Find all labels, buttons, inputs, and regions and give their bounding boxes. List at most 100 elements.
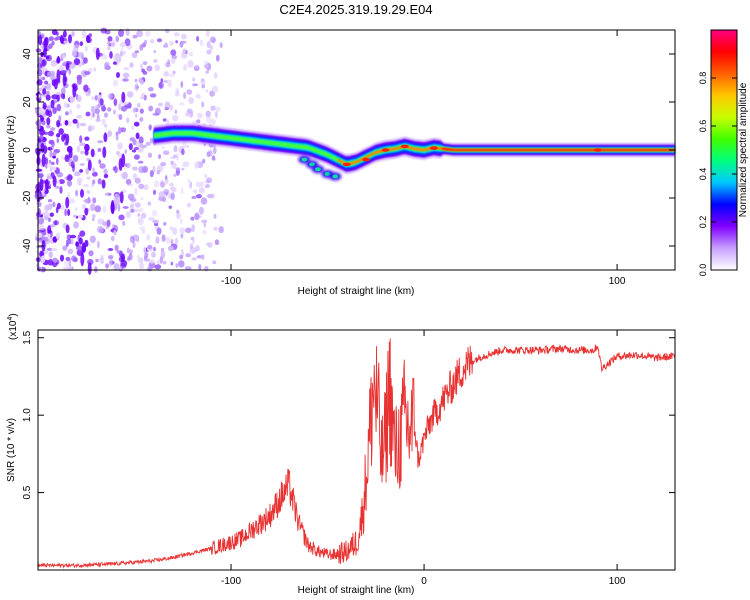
svg-text:(x104): (x104): [7, 313, 19, 340]
speckle-mark: [147, 201, 152, 206]
speckle-mark: [36, 141, 41, 149]
speckle-mark: [113, 229, 117, 236]
speckle-mark: [152, 189, 157, 195]
speckle-mark: [132, 173, 137, 180]
speckle-mark: [199, 39, 204, 47]
speckle-mark: [187, 108, 193, 114]
speckle-mark: [156, 38, 163, 43]
speckle-mark: [41, 69, 45, 75]
speckle-mark: [173, 145, 178, 153]
speckle-mark: [170, 192, 175, 201]
speckle-mark: [149, 170, 154, 178]
speckle-mark: [209, 193, 216, 199]
speckle-mark: [92, 218, 95, 221]
ridge-hotspot: [429, 146, 438, 150]
speckle-mark: [70, 161, 75, 169]
speckle-mark: [163, 188, 170, 195]
speckle-mark: [64, 260, 70, 267]
speckle-mark: [149, 259, 155, 264]
speckle-mark: [65, 224, 70, 234]
speckle-mark: [68, 148, 73, 159]
speckle-mark: [129, 62, 134, 68]
speckle-mark: [140, 63, 143, 70]
speckle-mark: [146, 65, 153, 72]
speckle-mark: [134, 208, 140, 213]
speckle-mark: [122, 206, 129, 209]
speckle-mark: [42, 102, 47, 110]
speckle-mark: [181, 148, 185, 156]
speckle-mark: [145, 31, 151, 37]
speckle-mark: [113, 98, 118, 107]
speckle-mark: [69, 234, 77, 239]
speckle-mark: [52, 257, 58, 263]
speckle-mark: [210, 105, 216, 111]
speckle-mark: [78, 214, 84, 219]
speckle-mark: [164, 107, 169, 111]
speckle-mark: [76, 245, 83, 251]
speckle-mark: [35, 168, 43, 172]
speckle-mark: [69, 95, 75, 104]
speckle-mark: [97, 218, 103, 225]
speckle-mark: [182, 161, 190, 168]
speckle-mark: [135, 132, 140, 140]
speckle-mark: [68, 68, 71, 75]
spectrogram-speckle: [34, 27, 224, 275]
speckle-mark: [40, 115, 44, 123]
speckle-mark: [169, 182, 174, 187]
ridge-branch-mark: [324, 172, 331, 176]
speckle-mark: [134, 187, 138, 196]
speckle-mark: [43, 145, 48, 155]
speckle-mark: [84, 198, 92, 204]
speckle-mark: [115, 35, 119, 43]
speckle-mark: [94, 108, 100, 115]
speckle-mark: [49, 212, 54, 217]
speckle-mark: [37, 198, 41, 203]
speckle-mark: [131, 149, 137, 153]
speckle-mark: [118, 103, 122, 111]
speckle-mark: [214, 239, 219, 245]
speckle-mark: [48, 217, 51, 223]
speckle-mark: [169, 104, 174, 111]
speckle-mark: [53, 149, 61, 154]
speckle-mark: [122, 78, 129, 82]
speckle-mark: [170, 49, 177, 56]
speckle-mark: [186, 89, 193, 95]
speckle-mark: [160, 250, 166, 258]
speckle-mark: [55, 232, 61, 240]
y-tick-label: -40: [22, 238, 33, 253]
speckle-mark: [52, 166, 57, 171]
speckle-mark: [59, 66, 64, 71]
speckle-mark: [81, 203, 87, 210]
speckle-mark: [200, 80, 206, 85]
speckle-mark: [196, 35, 200, 42]
speckle-mark: [125, 211, 131, 219]
speckle-mark: [44, 36, 49, 47]
speckle-mark: [71, 31, 75, 37]
speckle-mark: [55, 185, 60, 189]
speckle-mark: [204, 265, 209, 272]
speckle-mark: [142, 70, 148, 75]
speckle-mark: [83, 71, 91, 75]
spectrogram-y-label: Frequency (Hz): [6, 116, 17, 185]
speckle-mark: [116, 72, 120, 78]
speckle-mark: [75, 241, 79, 248]
ridge-hotspot: [593, 148, 602, 152]
speckle-mark: [140, 197, 144, 201]
y-tick-label: 0.5: [22, 485, 33, 499]
speckle-mark: [143, 247, 147, 254]
speckle-mark: [139, 44, 144, 51]
speckle-mark: [132, 166, 138, 171]
speckle-mark: [132, 241, 136, 249]
speckle-mark: [79, 163, 85, 166]
speckle-mark: [79, 169, 83, 173]
speckle-mark: [117, 203, 121, 212]
speckle-mark: [123, 50, 126, 55]
speckle-mark: [205, 110, 211, 118]
ridge-hotspot: [362, 157, 371, 162]
speckle-mark: [101, 105, 107, 112]
speckle-mark: [56, 157, 59, 165]
speckle-mark: [79, 41, 84, 47]
speckle-mark: [51, 94, 59, 100]
x-tick-label: -100: [221, 276, 241, 287]
speckle-mark: [80, 252, 85, 267]
